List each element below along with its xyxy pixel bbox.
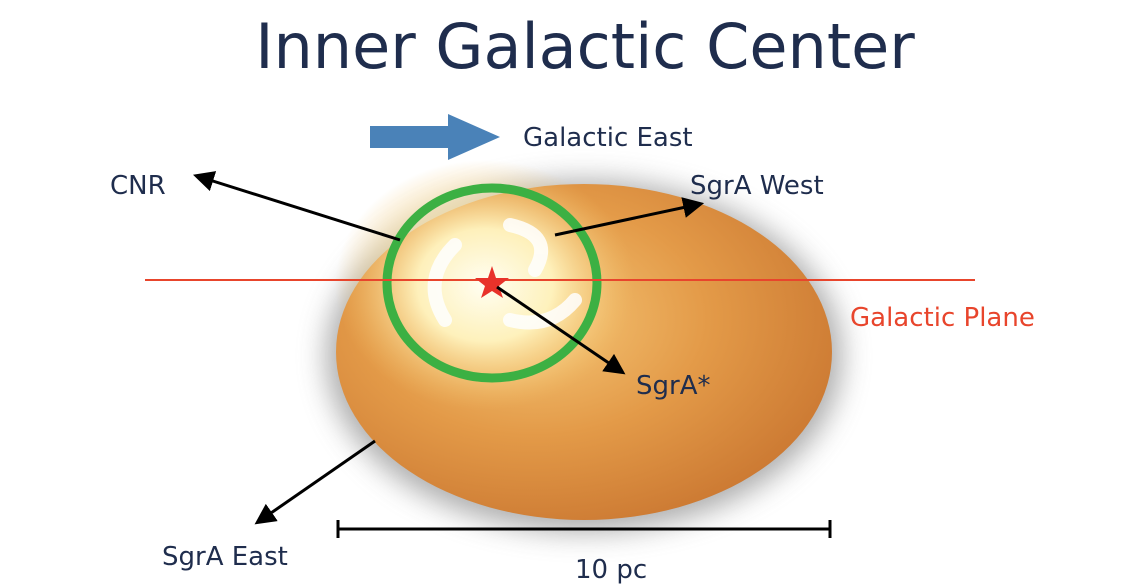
scale-bar [336,520,832,538]
pointer [192,171,401,242]
label-cnr: CNR [110,171,166,201]
pointer [554,197,705,237]
label-galactic-plane: Galactic Plane [850,303,1035,333]
swirl [427,238,462,327]
direction-arrow [370,114,500,160]
label-sgra-star: SgrA* [636,371,710,401]
label-scale: 10 pc [575,555,647,584]
label-sgra-west: SgrA West [690,171,824,201]
pointers [192,171,705,525]
label-galactic-east: Galactic East [523,123,693,153]
sgra-star-marker [475,266,509,298]
pointer [496,285,626,375]
cnr-ring [382,183,602,383]
label-sgra-east: SgrA East [162,542,288,572]
title: Inner Galactic Center [255,10,915,83]
pointer [254,439,376,525]
swirl [503,218,549,277]
